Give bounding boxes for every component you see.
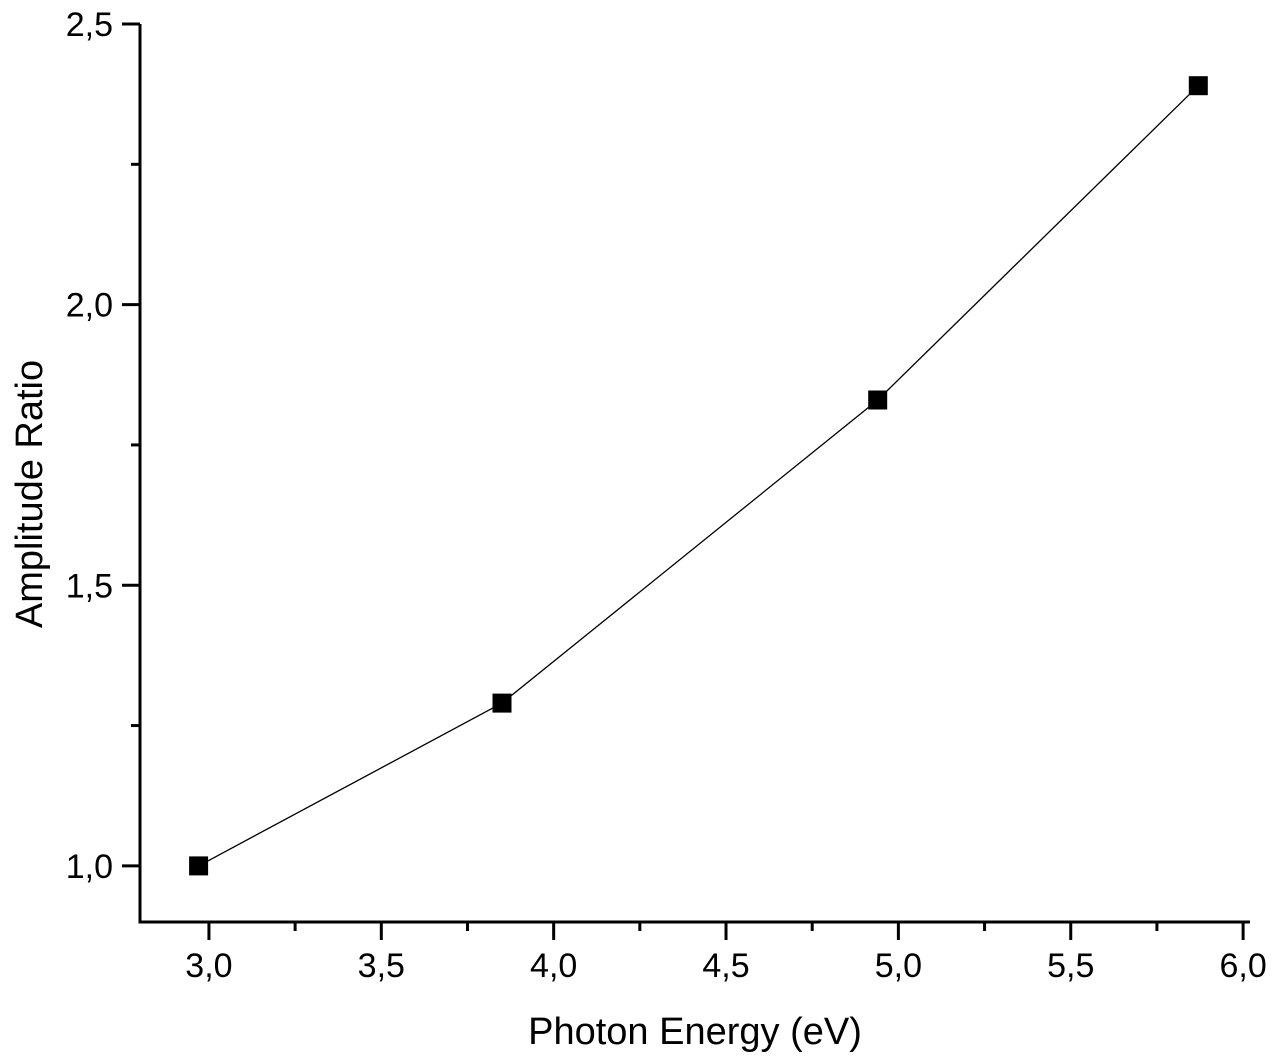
y-axis-title: Amplitude Ratio: [9, 360, 51, 628]
axis-frame: [138, 24, 1250, 924]
x-tick-label: 5,0: [875, 947, 922, 985]
y-tick-label: 2,5: [66, 6, 113, 44]
data-series: [189, 76, 1208, 876]
x-axis-title: Photon Energy (eV): [528, 1011, 862, 1053]
x-tick-label: 6,0: [1219, 947, 1266, 985]
x-tick-label: 3,0: [185, 947, 232, 985]
data-point-marker: [1188, 76, 1208, 96]
data-point-marker: [189, 856, 209, 876]
series-line: [198, 85, 1199, 867]
data-point-marker: [868, 390, 888, 410]
x-tick-label: 3,5: [358, 947, 405, 985]
axis-titles: Photon Energy (eV) Amplitude Ratio: [9, 360, 862, 1053]
y-tick-label: 1,5: [66, 567, 113, 605]
x-tick-label: 4,0: [530, 947, 577, 985]
y-tick-label: 2,0: [66, 287, 113, 325]
data-point-marker: [492, 693, 512, 713]
y-tick-label: 1,0: [66, 848, 113, 886]
x-tick-label: 5,5: [1047, 947, 1094, 985]
axes: 3,0 3,5 4,0 4,5 5,0 5,5 6,0 1,0 1,5 2,0 2,5: [66, 6, 1267, 985]
x-tick-label: 4,5: [702, 947, 749, 985]
